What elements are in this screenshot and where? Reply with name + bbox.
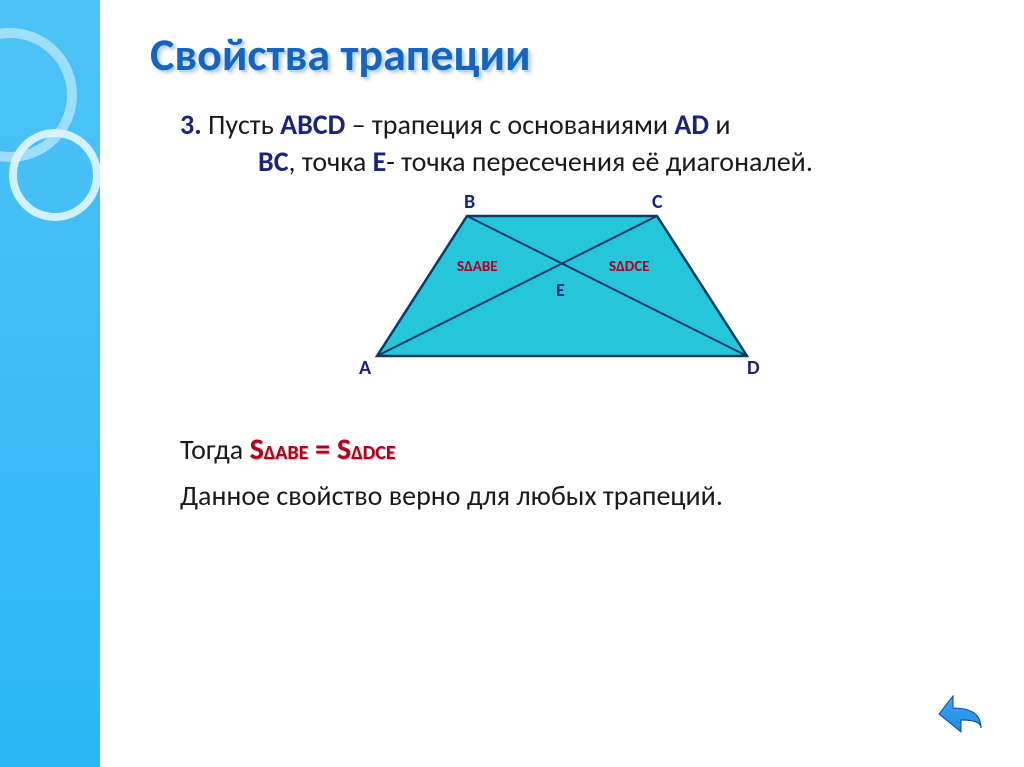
slide-title: Свойства трапеции <box>150 30 984 81</box>
vertex-e: E <box>556 279 565 301</box>
trapezoid-diagram: B C A D E SΔABE SΔDCE <box>150 186 984 401</box>
vertex-c: C <box>652 190 663 214</box>
return-icon[interactable] <box>929 682 989 742</box>
label-bc: BC <box>258 144 289 179</box>
label-abcd: ABCD <box>280 107 345 142</box>
sidebar-decoration <box>0 0 100 767</box>
slide-content: Свойства трапеции 3. Пусть ABCD – трапец… <box>100 0 1024 767</box>
label-e: E <box>373 144 387 179</box>
vertex-b: B <box>464 190 475 214</box>
result-line: Тогда SΔABE = SΔDCE <box>180 431 984 468</box>
area-abe-label: SΔABE <box>457 258 498 276</box>
formula: SΔABE = SΔDCE <box>250 431 396 468</box>
area-dce-label: SΔDCE <box>609 258 649 276</box>
vertex-a: A <box>359 356 372 380</box>
item-number: 3. <box>180 107 202 142</box>
vertex-d: D <box>747 356 760 380</box>
label-ad: AD <box>674 107 709 142</box>
property-text: 3. Пусть ABCD – трапеция с основаниями A… <box>180 106 984 182</box>
final-statement: Данное свойство верно для любых трапеций… <box>180 478 984 513</box>
